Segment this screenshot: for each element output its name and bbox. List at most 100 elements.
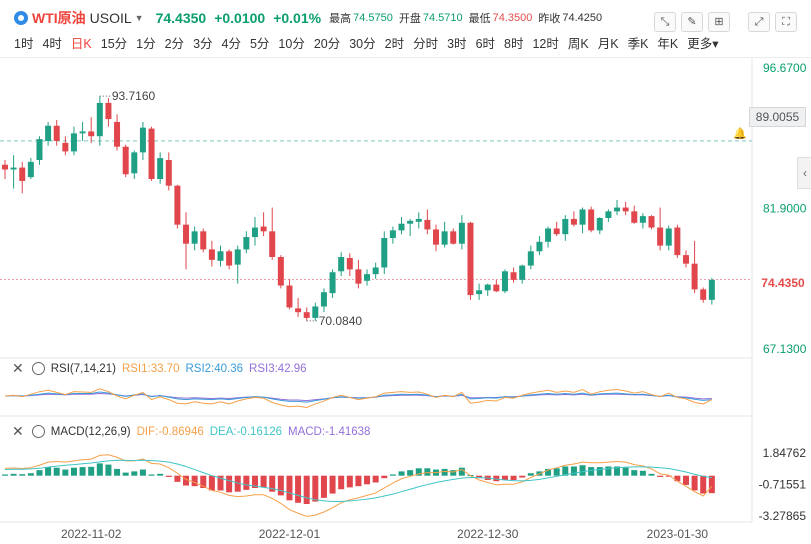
tab-period-0[interactable]: 1时 [14,37,34,51]
tab-period-6[interactable]: 3分 [193,37,213,51]
macd-bar [114,468,121,476]
macd-bar [691,475,698,491]
alert-bell-icon[interactable]: 🔔 [733,128,747,140]
symbol-name[interactable]: WTI原油 [32,10,86,26]
macd-axis-label: -3.27865 [759,509,807,523]
macd-bar [450,470,457,476]
tab-period-11[interactable]: 30分 [349,37,376,51]
tab-period-10[interactable]: 20分 [313,37,341,51]
prev-close-label: 昨收 [538,13,561,25]
low-value: 74.3500 [492,12,533,24]
candle-body [631,211,638,223]
macd-bar [510,475,517,480]
candle-body [562,218,569,235]
candle-body [450,231,457,244]
tab-period-21[interactable]: 年K [657,37,679,51]
macd-bar [674,475,681,482]
candle-body [234,249,241,265]
candle-body [217,251,224,261]
rsi-legend: ✕ RSI(7,14,21) RSI1:33.70 RSI2:40.36 RSI… [12,360,307,377]
candle-body [303,312,310,318]
tab-period-20[interactable]: 季K [627,37,649,51]
tab-period-7[interactable]: 4分 [221,37,241,51]
candle-body [251,227,258,238]
candle-body [157,158,164,180]
tab-period-22[interactable]: 更多▾ [687,37,719,51]
macd-bar [19,474,26,476]
settings-icon[interactable] [31,362,45,375]
candle-body [226,251,233,266]
macd-bar [389,474,396,476]
settings-icon[interactable] [31,425,45,438]
chevron-left-icon[interactable]: ‹ [797,157,811,189]
candle-body [2,164,8,170]
tab-period-16[interactable]: 8时 [504,37,524,51]
candle-body [183,224,190,244]
candle-body [648,216,655,228]
candle-body [208,249,215,260]
macd-bar [131,471,138,476]
period-tabs: 1时 4时 日K 15分 1分 2分 3分 4分 5分 10分 20分 30分 2时 分时 3时 6时 8时 12… [14,33,728,52]
candle-body [27,161,34,178]
compare-icon[interactable]: ⤡ [654,12,676,32]
candle-body [519,265,526,280]
tab-period-4[interactable]: 1分 [136,37,156,51]
fullscreen-icon[interactable]: ⛶ [775,12,797,32]
tab-period-19[interactable]: 月K [597,37,619,51]
candle-body [122,146,129,175]
candle-body [277,257,284,286]
tab-period-18[interactable]: 周K [567,37,589,51]
price-axis-label: 67.1300 [763,342,807,356]
macd-bar [415,468,422,476]
tab-period-8[interactable]: 5分 [249,37,270,51]
price-chart[interactable]: 96.6700 81.9000 67.1300 93.7160 70.0840 1.847… [0,58,811,544]
macd-bar [527,473,534,476]
candle-body [708,279,715,300]
close-macd-icon[interactable]: ✕ [12,423,24,439]
tab-period-14[interactable]: 3时 [447,37,467,51]
candle-body [372,267,379,275]
macd-bar [53,467,60,476]
macd-bar [157,473,164,476]
candle-body [536,241,543,252]
price-axis-label: 96.6700 [763,61,807,75]
price-change-pct: +0.01% [273,10,322,26]
tab-period-3[interactable]: 15分 [100,37,128,51]
macd-bar [2,474,8,476]
close-rsi-icon[interactable]: ✕ [12,360,24,376]
tab-period-2[interactable]: 日K [70,37,92,51]
candle-body [79,131,86,134]
high-value: 74.5750 [353,12,393,24]
macd-bar [346,475,353,488]
candle-body [148,128,155,180]
tab-period-5[interactable]: 2分 [164,37,185,51]
candle-body [588,209,595,231]
rsi1-value: RSI1:33.70 [121,362,180,375]
tab-period-9[interactable]: 10分 [278,37,305,51]
candle-body [458,222,465,244]
candle-body [62,142,69,152]
macd-bar [79,467,86,476]
tab-period-1[interactable]: 4时 [42,37,62,51]
macd-bar [338,475,345,490]
macd-bar [70,467,77,476]
candle-body [682,255,689,264]
tab-period-17[interactable]: 12时 [532,37,559,51]
macd-bar [588,467,595,476]
candle-body [269,231,276,258]
candle-body [200,231,207,250]
candle-body [407,220,414,224]
macd-bar [614,466,621,476]
expand-icon[interactable]: ⤢ [748,12,770,32]
tab-period-15[interactable]: 6时 [475,37,496,51]
candle-body [424,219,431,230]
macd-bar [295,475,302,503]
draw-icon[interactable]: ✎ [681,12,703,32]
tab-period-13[interactable]: 分时 [413,37,439,51]
symbol-code[interactable]: USOIL [89,10,132,26]
chevron-down-icon[interactable]: ▼ [134,13,144,23]
macd-bar [708,475,715,494]
candle-body [622,207,629,212]
tab-period-12[interactable]: 2时 [384,37,405,51]
indicator-icon[interactable]: ⊞ [708,12,730,32]
